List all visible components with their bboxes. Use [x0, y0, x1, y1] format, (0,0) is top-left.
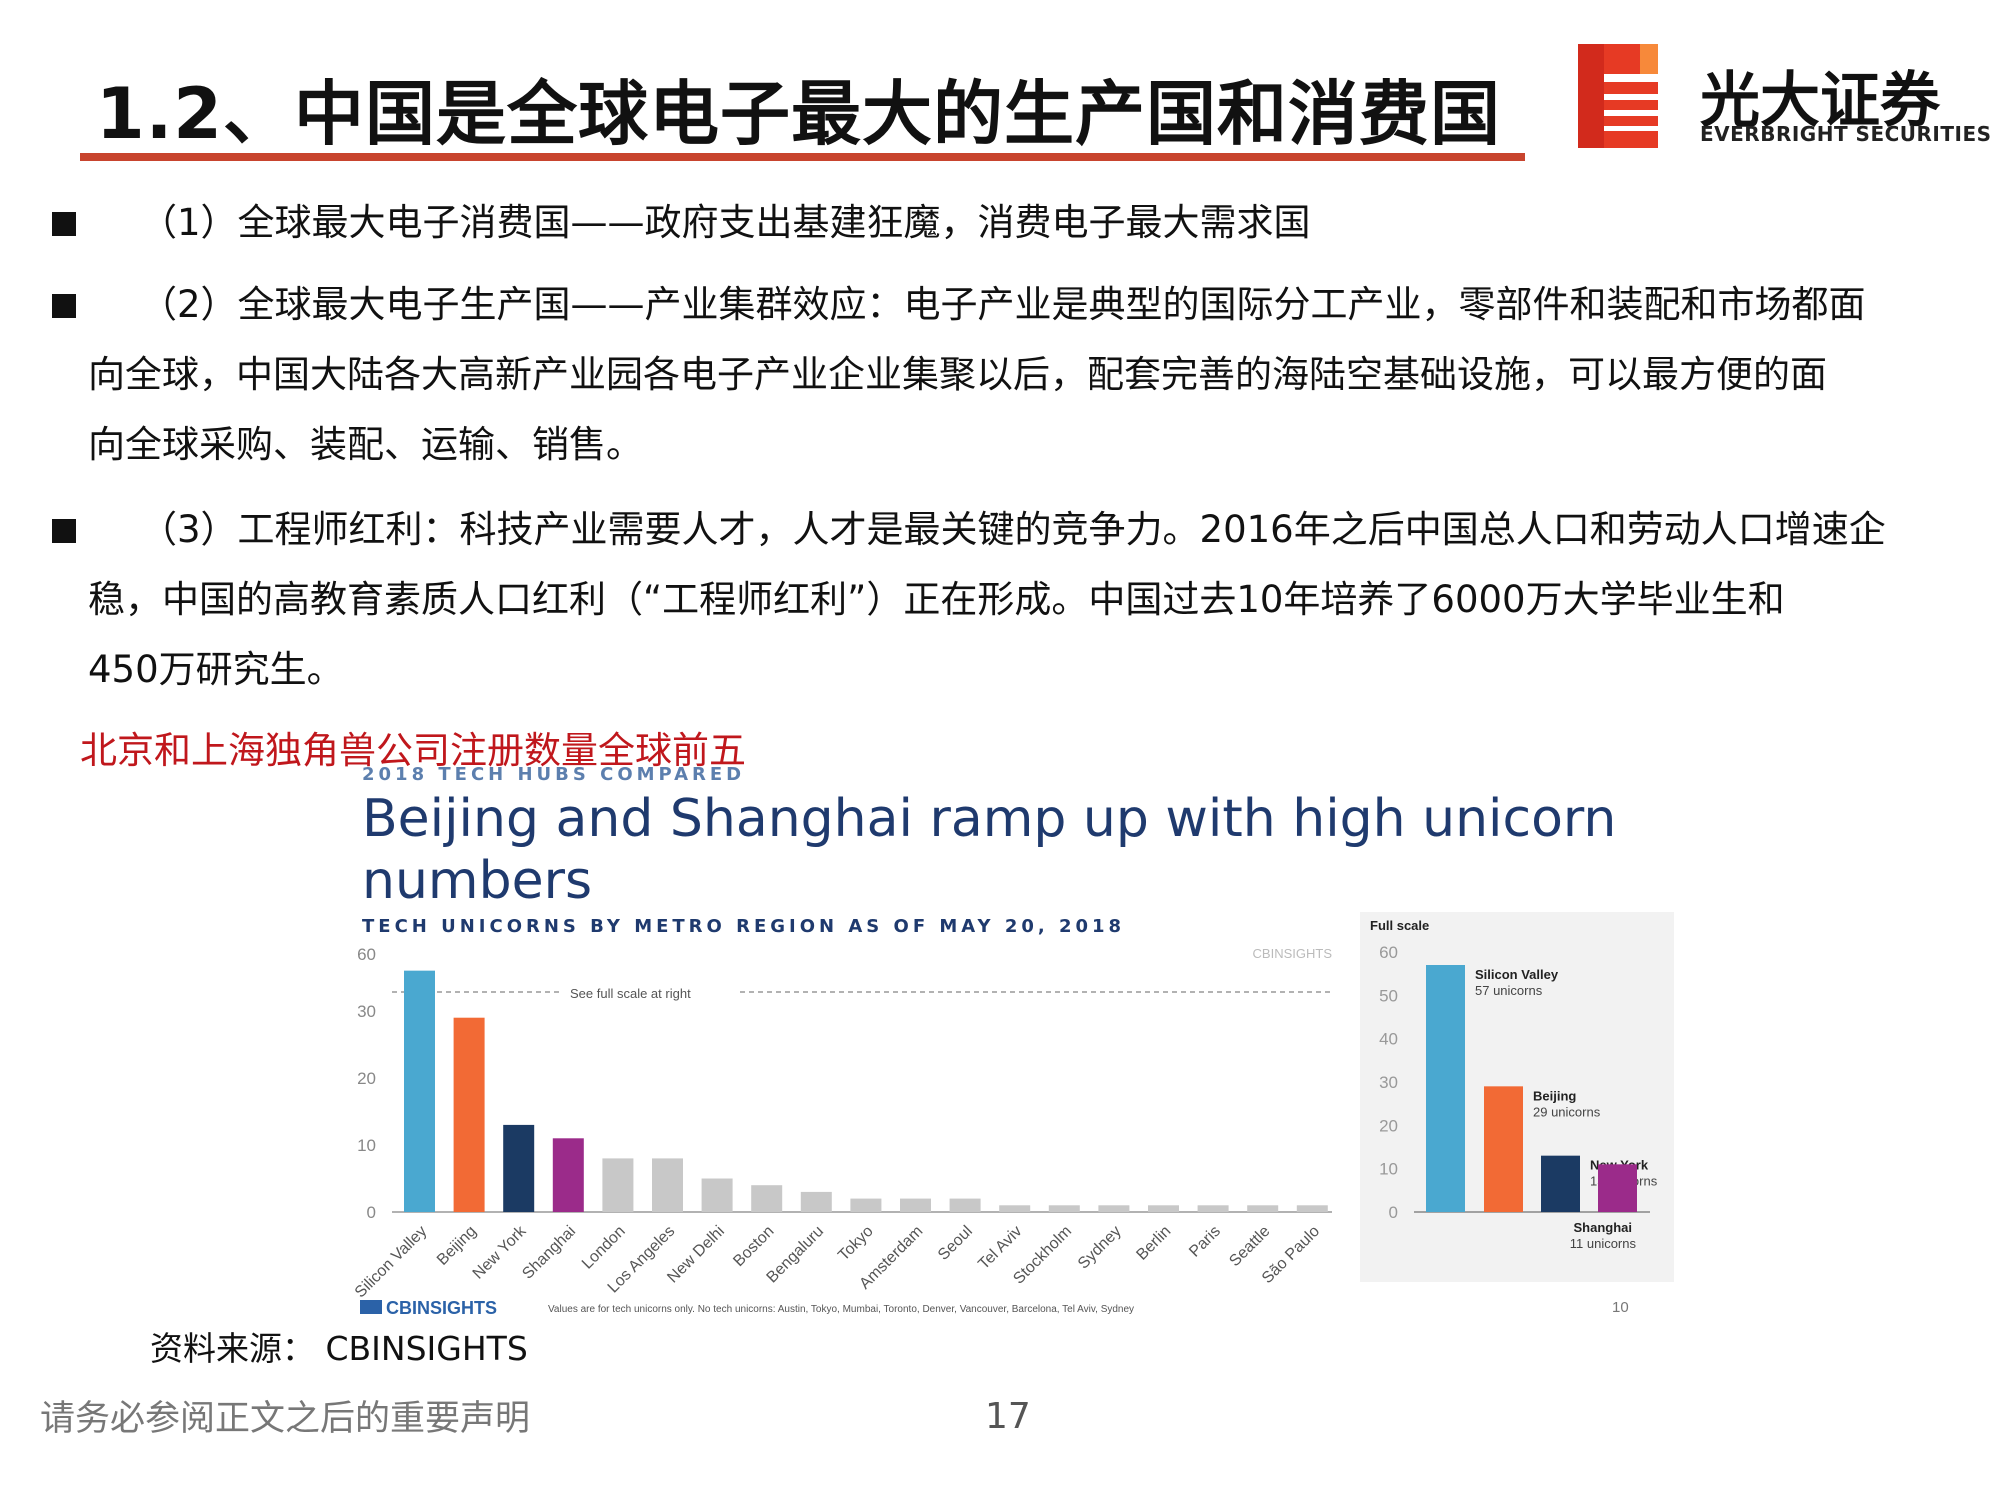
point-2-line: 向全球，中国大陆各大高新产业园各电子产业企业集聚以后，配套完善的海陆空基础设施，…	[88, 353, 1827, 396]
point-3-line: 450万研究生。	[88, 648, 344, 691]
y-tick-label: 0	[367, 1203, 376, 1222]
chart-title-line: numbers	[362, 851, 593, 911]
x-tick-label: Tokyo	[835, 1223, 877, 1265]
point-1-line: （1）全球最大电子消费国——政府支出基建狂魔，消费电子最大需求国	[140, 201, 1311, 244]
x-tick-label: Sydney	[1075, 1223, 1125, 1273]
source-note: 资料来源： CBINSIGHTS	[150, 1329, 528, 1368]
title-underline	[80, 153, 1525, 161]
brand-name-cn: 光大证券	[1700, 66, 1940, 136]
inset-y-tick-label: 40	[1379, 1030, 1398, 1049]
point-2-line: （2）全球最大电子生产国——产业集群效应：电子产业是典型的国际分工产业，零部件和…	[140, 283, 1866, 326]
chart-title: Beijing and Shanghai ramp up with high u…	[362, 788, 1616, 912]
bar-beijing	[453, 1017, 485, 1212]
cbinsights-logo-icon	[360, 1300, 382, 1314]
bar-new-york	[503, 1124, 535, 1212]
y-tick-label: 30	[357, 1002, 376, 1021]
inset-y-tick-label: 0	[1389, 1203, 1398, 1222]
bar-new-delhi	[701, 1178, 733, 1212]
bar-berlin	[1148, 1205, 1179, 1212]
inset-bar-count: 29 unicorns	[1533, 1104, 1601, 1119]
bar-silicon-valley	[404, 970, 435, 1212]
bar-boston	[751, 1185, 783, 1212]
x-tick-label: Shanghai	[519, 1223, 579, 1283]
disclaimer-footer: 请务必参阅正文之后的重要声明	[40, 1399, 531, 1439]
chart-footnote: Values are for tech unicorns only. No te…	[548, 1304, 1134, 1315]
bullet-marker-1	[52, 212, 76, 236]
x-tick-label: Paris	[1186, 1223, 1224, 1261]
inset-bar	[1541, 1155, 1580, 1212]
everbright-logo-icon	[1578, 44, 1658, 148]
bar-stockholm	[1048, 1205, 1080, 1212]
bullet-marker-2	[52, 294, 76, 318]
inset-bar-count: 57 unicorns	[1475, 983, 1543, 998]
y-tick-label: 10	[357, 1136, 376, 1155]
point-3: （3）工程师红利：科技产业需要人才，人才是最关键的竞争力。2016年之后中国总人…	[88, 495, 1968, 705]
inset-bar-count: 11 unicorns	[1570, 1236, 1637, 1251]
bar-bengaluru	[800, 1191, 832, 1212]
bar-seoul	[949, 1198, 981, 1212]
figure-caption: 北京和上海独角兽公司注册数量全球前五	[80, 729, 746, 772]
inset-bar-name: Silicon Valley	[1475, 967, 1559, 982]
page-number: 17	[985, 1396, 1031, 1437]
point-3-line: 稳，中国的高教育素质人口红利（“工程师红利”）正在形成。中国过去10年培养了60…	[88, 578, 1785, 621]
point-3-line: （3）工程师红利：科技产业需要人才，人才是最关键的竞争力。2016年之后中国总人…	[140, 508, 1886, 551]
point-2: （2）全球最大电子生产国——产业集群效应：电子产业是典型的国际分工产业，零部件和…	[88, 270, 1968, 480]
x-tick-label: Tel Aviv	[975, 1223, 1025, 1273]
x-tick-label: London	[579, 1223, 629, 1273]
x-tick-label: Beijing	[434, 1223, 480, 1269]
chart-subtitle: TECH UNICORNS BY METRO REGION AS OF MAY …	[362, 916, 1126, 937]
inset-y-tick-label: 10	[1379, 1160, 1398, 1179]
bar-shanghai	[552, 1138, 584, 1212]
chart-kicker: 2018 TECH HUBS COMPARED	[362, 764, 746, 785]
chart-watermark: CBINSIGHTS	[1253, 946, 1333, 961]
inset-bar	[1426, 965, 1465, 1212]
bar-amsterdam	[900, 1198, 931, 1212]
inset-bar	[1484, 1086, 1523, 1212]
bar-sydney	[1098, 1205, 1130, 1212]
inset-bar-name: Shanghai	[1573, 1220, 1632, 1235]
bar-london	[602, 1158, 634, 1212]
inset-bar-name: Beijing	[1533, 1088, 1576, 1103]
inset-y-tick-label: 50	[1379, 986, 1398, 1005]
cbinsights-logo-text: CBINSIGHTS	[386, 1298, 497, 1318]
bar-s-o-paulo	[1296, 1205, 1328, 1212]
point-2-line: 向全球采购、装配、运输、销售。	[88, 423, 643, 466]
x-tick-label: Boston	[730, 1223, 777, 1270]
x-tick-label: Silicon Valley	[352, 1223, 430, 1301]
bar-cap-marker	[404, 970, 435, 1001]
inset-y-tick-label: 20	[1379, 1116, 1398, 1135]
y-tick-label: 20	[357, 1069, 376, 1088]
brand-name-en: EVERBRIGHT SECURITIES	[1700, 122, 1992, 146]
x-tick-label: Seoul	[935, 1223, 976, 1264]
axis-break-note: See full scale at right	[570, 986, 691, 1001]
inset-y-tick-label: 60	[1379, 943, 1398, 962]
bar-tokyo	[850, 1198, 882, 1212]
chart-page-marker: 10	[1612, 1299, 1629, 1316]
x-tick-label: Berlin	[1133, 1223, 1174, 1264]
bullet-marker-3	[52, 519, 76, 543]
bar-paris	[1197, 1205, 1229, 1212]
bar-los-angeles	[652, 1158, 683, 1212]
inset-title: Full scale	[1370, 918, 1429, 933]
point-1: （1）全球最大电子消费国——政府支出基建狂魔，消费电子最大需求国	[88, 188, 1968, 258]
inset-y-tick-label: 30	[1379, 1073, 1398, 1092]
inset-bar	[1598, 1164, 1637, 1212]
bar-tel-aviv	[999, 1205, 1031, 1212]
x-tick-label: Seattle	[1226, 1223, 1273, 1270]
slide-title: 1.2、中国是全球电子最大的生产国和消费国	[96, 73, 1502, 155]
y-tick-label: 60	[357, 945, 376, 964]
chart-title-line: Beijing and Shanghai ramp up with high u…	[362, 789, 1617, 849]
bar-seattle	[1247, 1205, 1279, 1212]
